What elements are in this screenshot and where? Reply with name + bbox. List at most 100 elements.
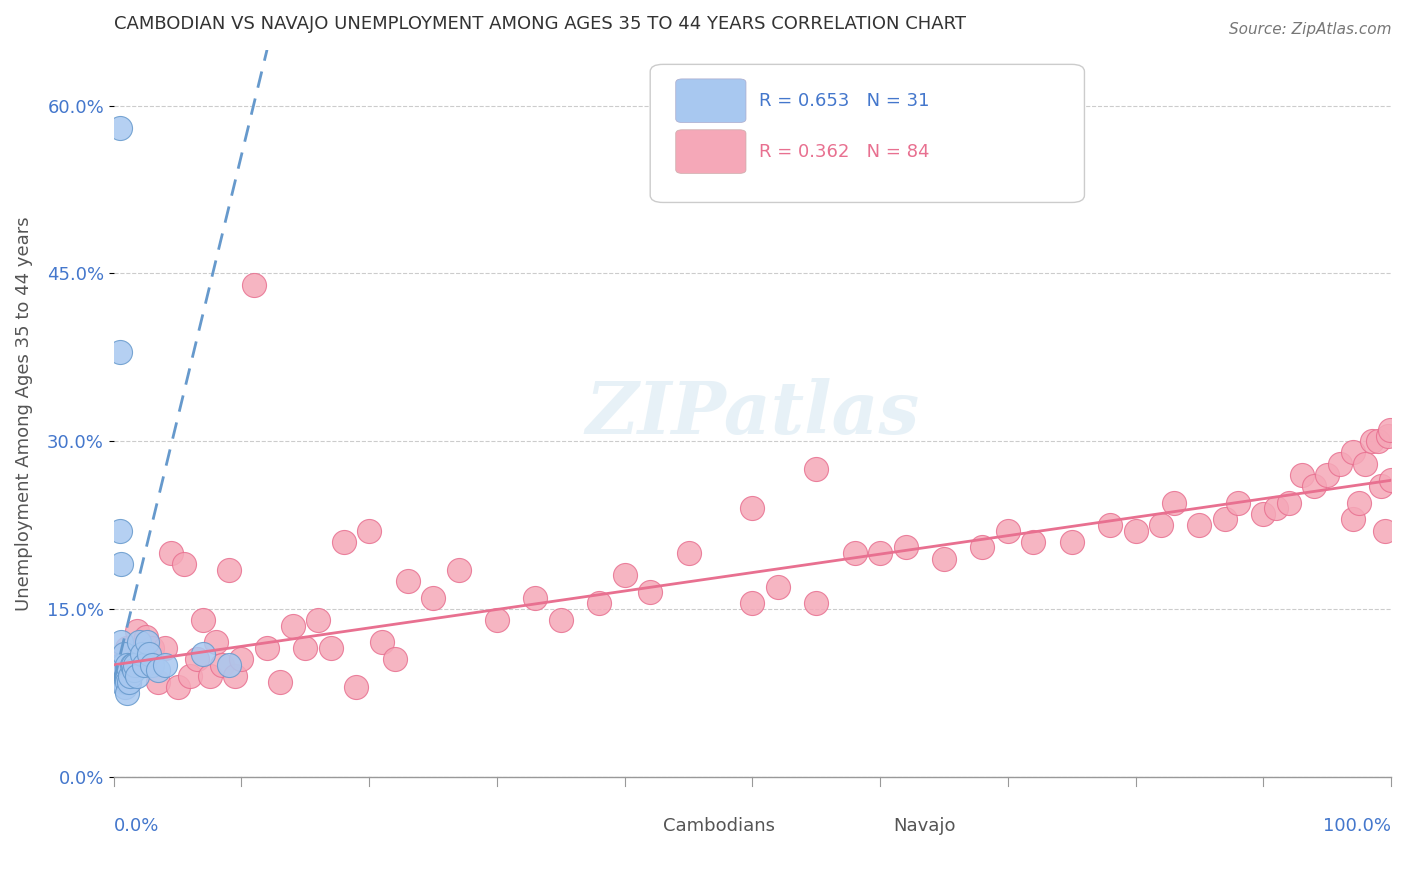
Point	[114, 680, 136, 694]
Point	[422, 591, 444, 605]
Point	[125, 669, 148, 683]
Point	[307, 613, 329, 627]
Point	[1341, 512, 1364, 526]
Point	[1265, 501, 1288, 516]
Point	[1354, 457, 1376, 471]
Point	[111, 674, 134, 689]
Point	[281, 618, 304, 632]
Point	[1361, 434, 1384, 449]
Point	[741, 596, 763, 610]
Text: CAMBODIAN VS NAVAJO UNEMPLOYMENT AMONG AGES 35 TO 44 YEARS CORRELATION CHART: CAMBODIAN VS NAVAJO UNEMPLOYMENT AMONG A…	[114, 15, 966, 33]
Point	[1291, 467, 1313, 482]
Point	[110, 557, 132, 571]
Point	[218, 563, 240, 577]
Point	[269, 674, 291, 689]
Point	[741, 501, 763, 516]
Point	[806, 596, 828, 610]
Point	[134, 657, 156, 672]
Point	[179, 669, 201, 683]
Point	[359, 524, 381, 538]
Point	[191, 613, 214, 627]
Point	[932, 551, 955, 566]
Point	[191, 647, 214, 661]
Point	[332, 534, 354, 549]
Point	[869, 546, 891, 560]
Point	[108, 652, 131, 666]
Text: Cambodians: Cambodians	[664, 817, 775, 835]
Point	[131, 657, 153, 672]
Point	[122, 657, 145, 672]
Point	[243, 277, 266, 292]
Point	[136, 635, 159, 649]
Point	[256, 640, 278, 655]
Point	[613, 568, 636, 582]
Point	[108, 524, 131, 538]
Point	[108, 344, 131, 359]
Point	[141, 640, 163, 655]
Point	[110, 657, 132, 672]
Text: Navajo: Navajo	[893, 817, 955, 835]
Point	[224, 669, 246, 683]
Point	[344, 680, 367, 694]
Point	[141, 657, 163, 672]
Point	[550, 613, 572, 627]
Point	[112, 657, 135, 672]
Point	[148, 674, 170, 689]
Point	[1163, 496, 1185, 510]
Point	[125, 624, 148, 639]
Point	[115, 674, 138, 689]
Point	[124, 657, 146, 672]
Text: 0.0%: 0.0%	[114, 816, 159, 835]
Point	[1379, 473, 1402, 487]
Point	[118, 674, 141, 689]
Point	[110, 635, 132, 649]
Text: Source: ZipAtlas.com: Source: ZipAtlas.com	[1229, 22, 1392, 37]
Point	[1125, 524, 1147, 538]
Point	[1378, 423, 1400, 437]
Point	[112, 647, 135, 661]
Point	[997, 524, 1019, 538]
Point	[1303, 479, 1326, 493]
Point	[115, 686, 138, 700]
Point	[1213, 512, 1236, 526]
Text: R = 0.362   N = 84: R = 0.362 N = 84	[759, 143, 929, 161]
Point	[894, 541, 917, 555]
FancyBboxPatch shape	[595, 811, 654, 840]
FancyBboxPatch shape	[676, 129, 747, 173]
Point	[638, 585, 661, 599]
Point	[447, 563, 470, 577]
Point	[972, 541, 994, 555]
Point	[122, 652, 145, 666]
Point	[294, 640, 316, 655]
Point	[1226, 496, 1249, 510]
Point	[371, 635, 394, 649]
Text: ZIPatlas: ZIPatlas	[585, 377, 920, 449]
Point	[1060, 534, 1083, 549]
Point	[1098, 518, 1121, 533]
Point	[122, 664, 145, 678]
Point	[384, 652, 406, 666]
Point	[485, 613, 508, 627]
Point	[138, 647, 160, 661]
Point	[148, 664, 170, 678]
Point	[131, 647, 153, 661]
Point	[120, 669, 142, 683]
Point	[396, 574, 419, 588]
Point	[205, 635, 228, 649]
Point	[806, 462, 828, 476]
Point	[166, 680, 188, 694]
Point	[153, 640, 176, 655]
Point	[108, 121, 131, 136]
Point	[1251, 507, 1274, 521]
Point	[128, 635, 150, 649]
FancyBboxPatch shape	[825, 811, 884, 840]
FancyBboxPatch shape	[650, 64, 1084, 202]
FancyBboxPatch shape	[676, 78, 747, 122]
Point	[112, 674, 135, 689]
Point	[1278, 496, 1301, 510]
Point	[1374, 524, 1396, 538]
Point	[115, 640, 138, 655]
Point	[128, 657, 150, 672]
Point	[186, 652, 208, 666]
Point	[1367, 434, 1389, 449]
